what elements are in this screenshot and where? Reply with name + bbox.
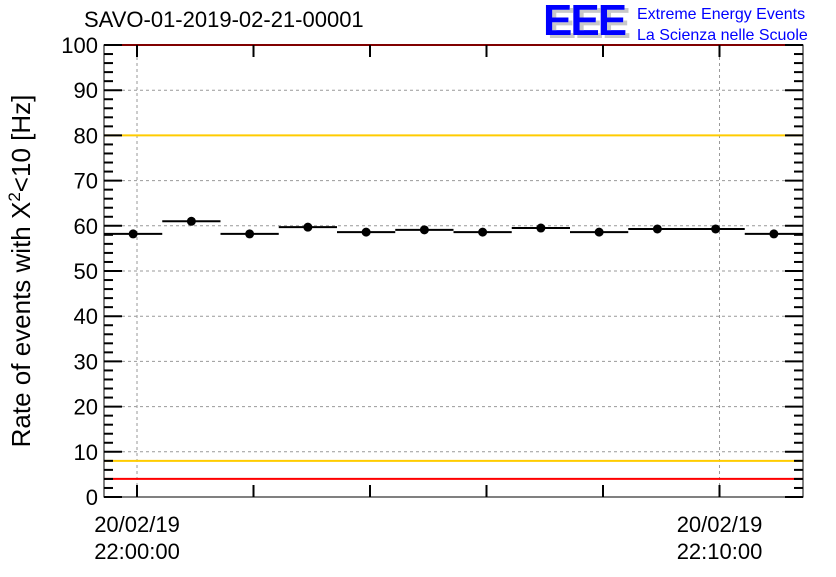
eee-logo: EEE Extreme Energy Events La Scienza nel…: [543, 0, 808, 45]
data-point: [128, 229, 138, 239]
data-point: [769, 229, 779, 239]
y-tick-label: 30: [74, 349, 98, 374]
data-point: [245, 229, 255, 239]
y-tick-label: 90: [74, 78, 98, 103]
y-tick-label: 70: [74, 169, 98, 194]
data-point: [711, 224, 721, 234]
chart-title: SAVO-01-2019-02-21-00001: [84, 7, 364, 32]
y-tick-label: 10: [74, 440, 98, 465]
data-point: [536, 223, 546, 233]
data-point: [361, 227, 371, 237]
y-tick-label: 60: [74, 214, 98, 239]
x-tick-time: 22:00:00: [94, 539, 180, 564]
y-tick-label: 20: [74, 395, 98, 420]
x-tick-time: 22:10:00: [677, 539, 763, 564]
grid: [104, 45, 803, 497]
y-tick-label: 80: [74, 123, 98, 148]
data-point: [594, 227, 604, 237]
data-point: [478, 227, 488, 237]
reference-lines: [104, 44, 803, 480]
data-point: [303, 222, 313, 232]
logo-line1: Extreme Energy Events: [637, 6, 805, 23]
data-point: [186, 216, 196, 226]
y-axis-label: Rate of events with X2<10 [Hz]: [5, 95, 36, 448]
x-tick-date: 20/02/19: [94, 512, 180, 537]
axes: 010203040506070809010020/02/1922:00:0020…: [61, 33, 803, 564]
y-tick-label: 50: [74, 259, 98, 284]
logo-letters: EEE: [543, 0, 626, 45]
y-tick-label: 100: [61, 33, 98, 58]
data-points: [104, 216, 803, 239]
y-tick-label: 40: [74, 304, 98, 329]
data-point: [652, 224, 662, 234]
data-point: [419, 225, 429, 235]
x-tick-date: 20/02/19: [677, 512, 763, 537]
y-tick-label: 0: [86, 485, 98, 510]
logo-line2: La Scienza nelle Scuole: [637, 27, 808, 44]
